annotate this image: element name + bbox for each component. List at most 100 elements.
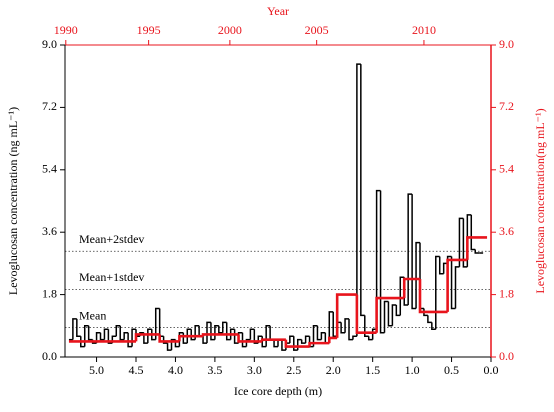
concentration-step [387,301,393,327]
x-tick-label: 2.5 [286,363,301,377]
concentration-step [154,307,160,340]
x-tick-label: 1.5 [365,363,380,377]
y2-tick-label: 7.2 [499,99,514,113]
concentration-step [431,322,436,331]
concentration-step [202,336,207,344]
concentration-step [72,318,77,340]
y2-tick-label: 5.4 [499,162,514,176]
concentration-step [80,336,85,348]
concentration-step [186,328,192,344]
x2-tick-label: 1995 [137,23,161,37]
concentration-step [158,308,164,337]
concentration-step [462,218,468,268]
concentration-step [395,305,401,317]
concentration-step [218,325,223,334]
concentration-step [454,266,460,309]
y2-tick-label: 9.0 [499,37,514,51]
y-tick-label: 3.6 [42,224,57,238]
x-tick-label: 0.0 [484,363,499,377]
x-tick-label: 3.5 [207,363,222,377]
x-tick-label: 0.5 [444,363,459,377]
concentration-step [356,63,361,337]
annual-mean-step [201,333,239,337]
concentration-step [115,325,121,337]
annual-mean-step [355,294,377,335]
x-axis-title: Ice core depth (m) [234,384,322,398]
concentration-step [312,325,318,347]
concentration-step [273,339,278,348]
concentration-step [147,328,152,344]
annual-mean-step [466,236,488,260]
concentration-step [415,241,420,309]
concentration-step [143,332,148,344]
concentration-step [87,325,93,341]
annual-mean-step [418,279,448,314]
concentration-step [407,193,413,305]
concentration-step [76,318,81,337]
concentration-step [328,311,334,344]
concentration-step [107,329,113,344]
concentration-step [391,304,397,326]
concentration-step [383,300,389,333]
concentration-step [320,331,326,340]
concentration-step [210,322,215,341]
concentration-step [360,64,365,317]
concentration-step [151,329,156,341]
concentration-step [190,329,196,341]
concentration-step [127,332,133,348]
annual-mean-step [335,293,357,338]
concentration-step [249,328,255,340]
concentration-step [293,336,298,351]
concentration-step [103,328,109,340]
reference-label: Mean [79,308,106,322]
concentration-step [438,256,444,275]
x2-tick-label: 2000 [218,23,242,37]
concentration-step [364,315,369,337]
concentration-step [206,321,211,344]
y2-tick-label: 1.8 [499,286,514,300]
y-tick-label: 7.2 [42,99,57,113]
concentration-step [241,332,247,348]
concentration-step [442,262,448,274]
x2-tick-label: 2005 [305,23,329,37]
reference-label: Mean+2stdev [79,232,144,246]
reference-label: Mean+1stdev [79,270,144,284]
concentration-step [166,343,172,351]
concentration-step [99,332,105,341]
x2-tick-label: 2010 [412,23,436,37]
annual-mean-step [308,341,330,347]
annual-mean-step [134,333,160,342]
concentration-step [458,217,464,267]
x-tick-label: 1.0 [405,363,420,377]
annual-mean-step [375,296,405,333]
concentration-step [95,331,101,344]
concentration-step [332,311,338,337]
concentration-step [340,322,346,334]
y-tick-label: 1.8 [42,286,57,300]
concentration-step [123,331,129,340]
y2-tick-label: 3.6 [499,224,514,238]
concentration-step [470,214,476,251]
concentration-step [229,328,235,340]
y-tick-label: 5.4 [42,162,57,176]
concentration-step [435,255,440,330]
y-axis-title: Levoglucosan concentration (ng mL⁻¹) [6,107,20,295]
annual-mean-step [402,277,420,299]
concentration-step [281,339,286,351]
concentration-step [178,331,184,347]
concentration-step [352,335,357,340]
annual-mean-step [178,334,204,342]
concentration-step [427,315,432,324]
concentration-step [300,339,306,344]
x2-tick-label: 1990 [54,23,78,37]
y2-tick-label: 0.0 [499,349,514,363]
y-tick-label: 0.0 [42,349,57,363]
concentration-step [83,325,89,347]
concentration-step [371,328,377,340]
x-tick-label: 3.0 [247,363,262,377]
annual-mean-step [260,338,286,342]
concentration-step [162,336,168,344]
concentration-step [253,329,259,344]
annual-mean-step [284,339,310,348]
